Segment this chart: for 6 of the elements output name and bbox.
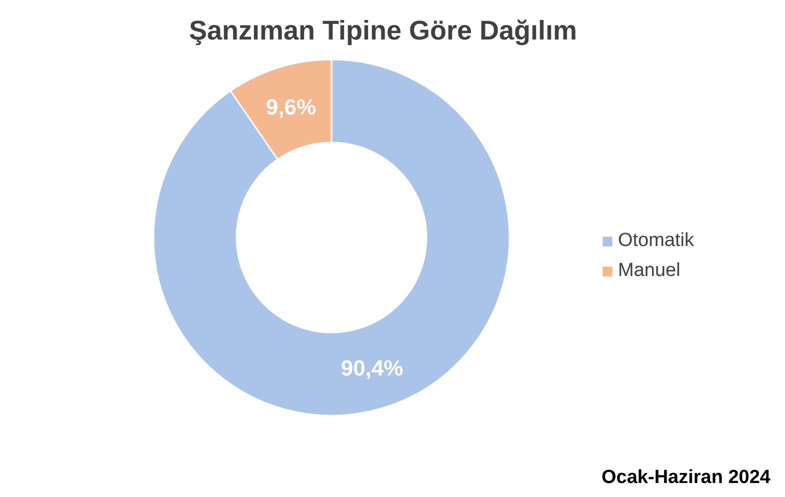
chart-title: Şanzıman Tipine Göre Dağılım — [188, 16, 578, 46]
legend-label: Otomatik — [618, 230, 694, 252]
data-label: 90,4% — [340, 355, 404, 380]
data-label: 9,6% — [266, 94, 316, 120]
text: Ocak-Haziran 2024 — [602, 467, 771, 488]
legend-label: Manuel — [618, 260, 680, 282]
